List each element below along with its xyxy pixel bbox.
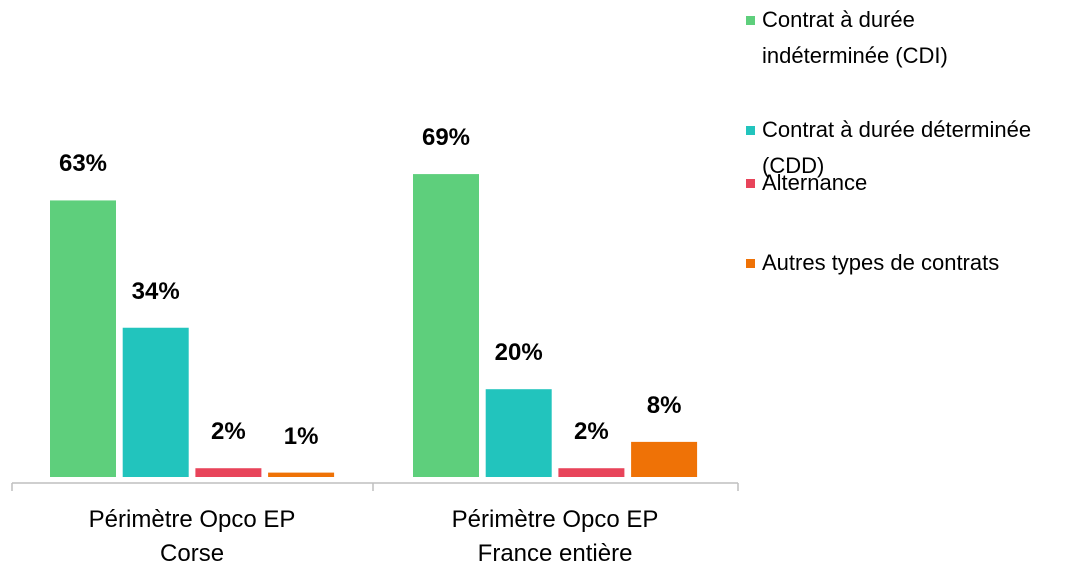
legend-label: Contrat à durée indéterminée (CDI)	[762, 7, 948, 68]
legend-label: Contrat à durée déterminée (CDD)	[762, 117, 1032, 178]
bar	[558, 468, 625, 477]
bar	[485, 389, 552, 477]
bar	[268, 472, 335, 477]
legend-swatch	[746, 259, 755, 268]
legend-swatch	[746, 179, 755, 188]
legend-label: Alternance	[762, 170, 868, 195]
value-label: 34%	[131, 277, 180, 305]
legend-swatch	[746, 16, 755, 25]
value-label: 69%	[421, 124, 471, 152]
bar	[413, 174, 479, 477]
value-label: 1%	[283, 422, 319, 450]
x-tick-label: Périmètre Opco EP France entière	[451, 506, 659, 565]
bar	[631, 441, 698, 477]
value-label: 2%	[211, 418, 246, 446]
value-label: 63%	[58, 150, 108, 178]
legend-label: Autres types de contrats	[762, 250, 1000, 275]
x-tick-label: Périmètre Opco EP Corse	[88, 506, 296, 565]
value-label: 20%	[494, 339, 543, 367]
bar	[195, 468, 262, 477]
value-label: 8%	[646, 391, 682, 419]
value-label: 2%	[574, 418, 609, 446]
bar	[50, 200, 116, 477]
legend-swatch	[746, 126, 755, 135]
bar	[122, 327, 189, 477]
